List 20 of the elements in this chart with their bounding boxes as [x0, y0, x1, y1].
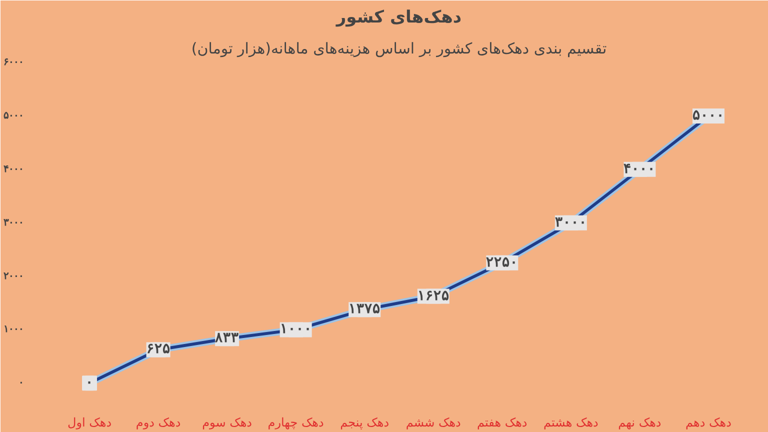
x-tick-label: دهک سوم: [202, 416, 252, 430]
x-tick-label: دهک هشتم: [544, 416, 598, 430]
y-tick-label: ۲۰۰۰: [4, 270, 24, 282]
y-tick-label: ۵۰۰۰: [4, 110, 24, 122]
x-tick-label: دهک پنجم: [340, 416, 390, 430]
x-tick-label: دهک هفتم: [477, 416, 528, 430]
x-tick-label: دهک اول: [67, 416, 112, 430]
x-tick-label: دهک ششم: [406, 416, 461, 430]
data-label: ۰: [86, 376, 94, 391]
x-tick-label: دهک دوم: [136, 416, 181, 430]
y-tick-label: ۱۰۰۰: [4, 324, 24, 336]
y-tick-label: ۶۰۰۰: [4, 57, 24, 68]
y-tick-label: ۳۰۰۰: [4, 217, 24, 228]
x-tick-label: دهک چهارم: [268, 416, 324, 430]
y-tick-label: ۰: [18, 378, 24, 389]
chart-title: دهک‌های کشور: [335, 8, 462, 28]
x-tick-label: دهک نهم: [618, 416, 662, 430]
x-tick-label: دهک دهم: [686, 416, 732, 430]
y-tick-label: ۴۰۰۰: [4, 164, 24, 175]
chart-subtitle: تقسیم بندی دهک‌های کشور بر اساس هزینه‌های ماهانه(هزار تومان): [191, 40, 607, 58]
